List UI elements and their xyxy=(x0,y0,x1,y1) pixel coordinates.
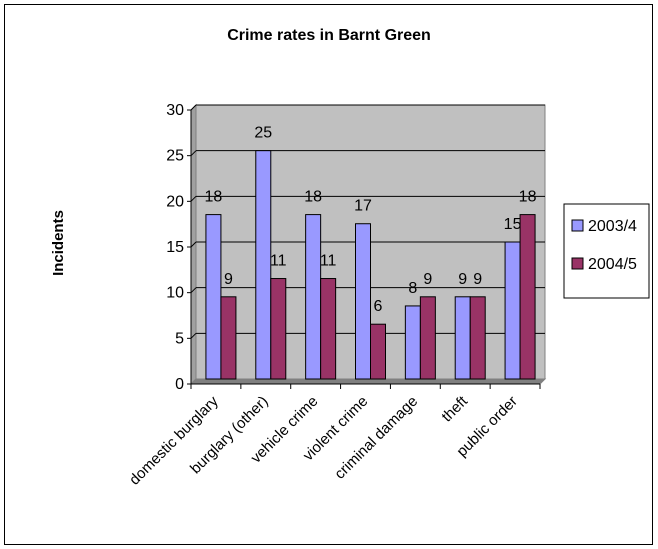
bar-series2 xyxy=(419,296,436,380)
data-label: 11 xyxy=(270,253,287,270)
gridline-depth xyxy=(190,104,197,111)
data-label: 9 xyxy=(423,271,432,288)
data-label: 9 xyxy=(473,271,482,288)
data-label: 15 xyxy=(504,216,522,233)
data-label: 17 xyxy=(354,198,372,215)
bar-series2 xyxy=(519,214,536,380)
bar-series2 xyxy=(320,278,337,380)
y-tick-label: 15 xyxy=(166,239,184,256)
gridline-depth xyxy=(190,150,197,157)
y-tick-label: 25 xyxy=(166,148,184,165)
y-tick-label: 20 xyxy=(166,193,184,210)
y-tick-label: 0 xyxy=(175,376,184,393)
bar-series1 xyxy=(305,214,322,380)
chart-title: Crime rates in Barnt Green xyxy=(227,27,431,44)
bar-series2 xyxy=(220,296,237,380)
y-tick-label: 10 xyxy=(166,285,184,302)
y-axis-label: Incidents xyxy=(50,210,67,276)
y-tick-label: 5 xyxy=(175,330,184,347)
legend: 2003/4 2004/5 xyxy=(563,203,650,299)
plot-floor xyxy=(189,378,547,385)
y-tick-label: 30 xyxy=(166,102,184,119)
gridline-depth xyxy=(190,332,197,339)
bar-series1 xyxy=(205,214,222,380)
bar-series1 xyxy=(454,296,471,380)
bar-series1 xyxy=(404,305,421,380)
data-label: 9 xyxy=(224,271,233,288)
legend-label: 2003/4 xyxy=(588,218,637,235)
gridline-depth xyxy=(190,287,197,294)
gridline-depth xyxy=(190,195,197,202)
data-label: 18 xyxy=(304,189,322,206)
data-label: 18 xyxy=(205,189,223,206)
bar-series2 xyxy=(270,278,287,380)
data-label: 11 xyxy=(320,253,337,270)
data-label: 9 xyxy=(458,271,467,288)
bar-series1 xyxy=(255,150,272,380)
data-label: 6 xyxy=(374,298,383,315)
category-label: theft xyxy=(438,392,471,425)
legend-swatch xyxy=(571,219,584,232)
bar-series1 xyxy=(504,241,521,380)
category-label: domestic burglary xyxy=(126,392,222,488)
bar-series2 xyxy=(370,323,386,380)
bar-series1 xyxy=(355,223,371,380)
gridline-depth xyxy=(190,241,197,248)
legend-swatch xyxy=(571,257,584,270)
data-label: 25 xyxy=(254,125,272,142)
bar-series2 xyxy=(469,296,486,380)
data-label: 18 xyxy=(519,189,537,206)
legend-label: 2004/5 xyxy=(588,256,637,273)
data-label: 8 xyxy=(408,280,417,297)
